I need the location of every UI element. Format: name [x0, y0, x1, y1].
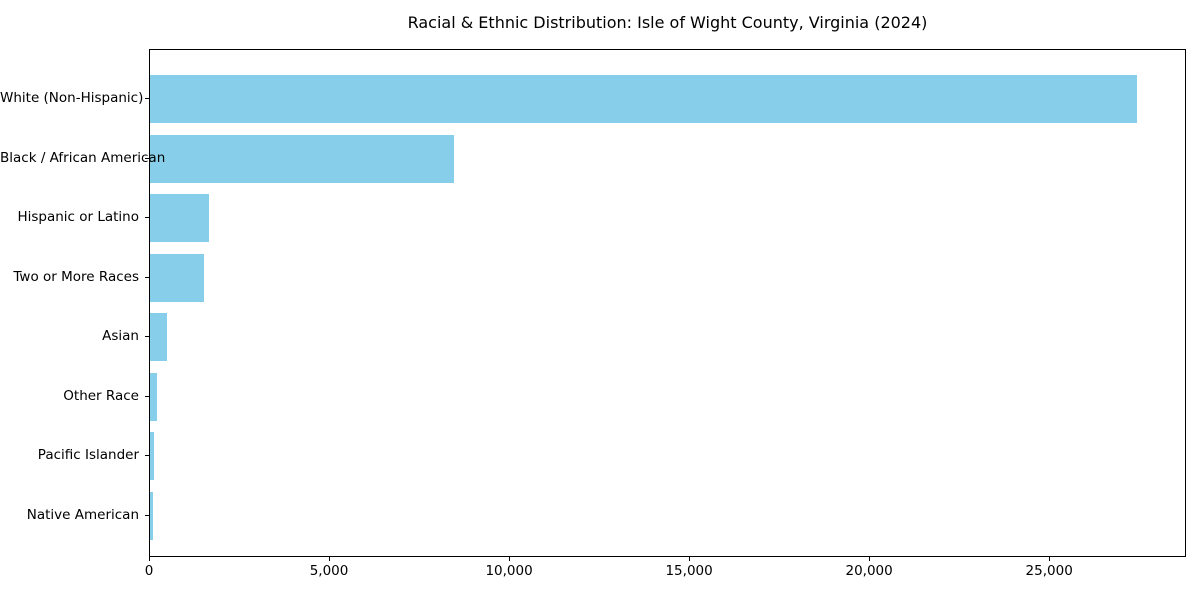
x-axis-label-20-000: 20,000	[845, 563, 893, 579]
bar-other-race	[150, 372, 157, 421]
y-tick-mark	[145, 276, 149, 278]
y-axis-label-asian: Asian	[102, 328, 139, 344]
y-axis-label-two-or-more-races: Two or More Races	[13, 268, 139, 285]
y-axis-label-black-african-american: Black / African American	[0, 149, 166, 166]
bar-native-american	[150, 491, 154, 540]
x-tick-mark	[509, 557, 511, 561]
x-tick-mark	[149, 557, 150, 561]
bar-hispanic-or-latino	[150, 194, 210, 242]
x-axis-label-25-000: 25,000	[1025, 563, 1073, 579]
bar-asian	[150, 313, 167, 361]
plot-area	[149, 49, 1186, 557]
y-tick-mark	[145, 217, 149, 218]
y-tick-mark	[145, 455, 149, 456]
y-axis-label-native-american: Native American	[26, 506, 139, 523]
bar-white-non-hispanic	[150, 75, 1137, 123]
y-tick-mark	[145, 336, 149, 337]
x-axis-label-10-000: 10,000	[485, 563, 533, 579]
y-axis-label-hispanic-or-latino: Hispanic or Latino	[17, 209, 139, 225]
x-axis-label-5-000: 5,000	[309, 563, 349, 579]
bar-black-african-american	[150, 134, 455, 183]
x-tick-mark	[1049, 557, 1051, 561]
y-tick-mark	[145, 157, 149, 159]
chart-title: Racial & Ethnic Distribution: Isle of Wi…	[407, 13, 928, 32]
y-axis-label-other-race: Other Race	[63, 387, 139, 404]
x-tick-mark	[869, 557, 871, 561]
x-axis-label-15-000: 15,000	[665, 563, 713, 579]
x-tick-mark	[689, 557, 691, 561]
x-axis-label-0: 0	[144, 563, 154, 579]
bar-pacific-islander	[150, 432, 155, 480]
y-tick-mark	[145, 98, 149, 99]
y-tick-mark	[145, 514, 149, 516]
y-axis-label-white-non-hispanic: White (Non-Hispanic)	[0, 90, 144, 106]
bar-two-or-more-races	[150, 253, 204, 302]
y-axis-label-pacific-islander: Pacific Islander	[37, 447, 139, 463]
y-tick-mark	[145, 395, 149, 397]
x-tick-mark	[329, 557, 331, 561]
